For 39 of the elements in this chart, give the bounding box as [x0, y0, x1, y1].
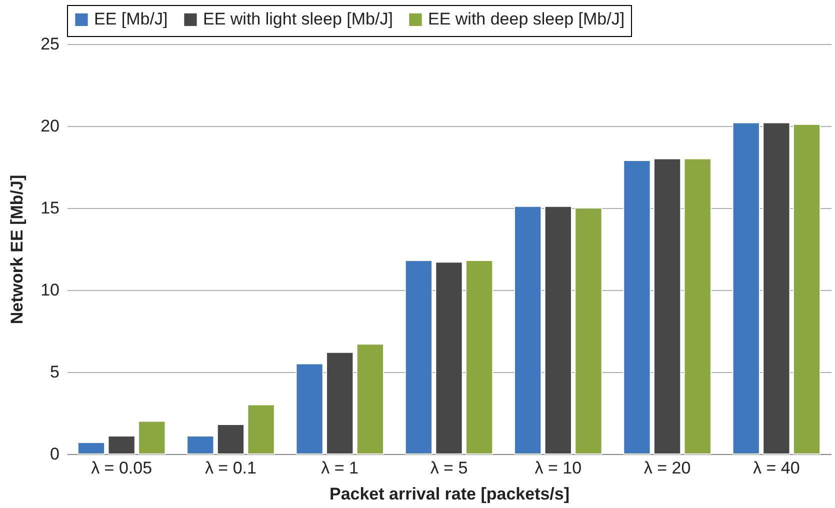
- y-tick-label: 20: [40, 116, 60, 136]
- x-tick-label: λ = 40: [753, 458, 800, 478]
- bar: [216, 424, 245, 454]
- bar: [514, 206, 542, 454]
- x-tick-label: λ = 0.05: [91, 458, 152, 478]
- bar: [792, 124, 821, 454]
- legend-label: EE [Mb/J]: [94, 10, 168, 29]
- x-tick-label: λ = 10: [534, 458, 582, 478]
- bar: [138, 420, 166, 454]
- bar: [762, 122, 790, 454]
- y-tick-label: 15: [40, 198, 60, 218]
- y-tick-label: 0: [50, 444, 60, 464]
- y-tick-label: 10: [40, 280, 60, 300]
- bar: [186, 435, 214, 454]
- x-tick-label: λ = 20: [644, 458, 691, 478]
- bar: [732, 122, 760, 454]
- legend-label: EE with light sleep [Mb/J]: [203, 10, 393, 29]
- bar: [404, 260, 433, 454]
- bar: [77, 442, 106, 454]
- x-tick-label: λ = 5: [430, 458, 468, 478]
- bar: [544, 206, 572, 454]
- y-axis-title: Network EE [Mb/J]: [8, 174, 27, 324]
- bar: [435, 262, 463, 454]
- x-axis-title: Packet arrival rate [packets/s]: [329, 484, 570, 504]
- bar: [574, 208, 602, 454]
- bar: [326, 352, 354, 454]
- bar: [356, 344, 384, 454]
- bar: [247, 404, 275, 454]
- x-tick-label: λ = 1: [321, 458, 359, 478]
- y-tick-label: 25: [40, 34, 60, 54]
- bar: [684, 158, 712, 454]
- bar: [653, 158, 682, 454]
- x-tick-label: λ = 0.1: [204, 458, 256, 478]
- bar: [108, 435, 136, 454]
- bar: [623, 160, 651, 454]
- bar: [296, 363, 324, 454]
- bar: [465, 260, 494, 454]
- y-tick-label: 5: [50, 362, 60, 382]
- legend-label: EE with deep sleep [Mb/J]: [428, 10, 625, 29]
